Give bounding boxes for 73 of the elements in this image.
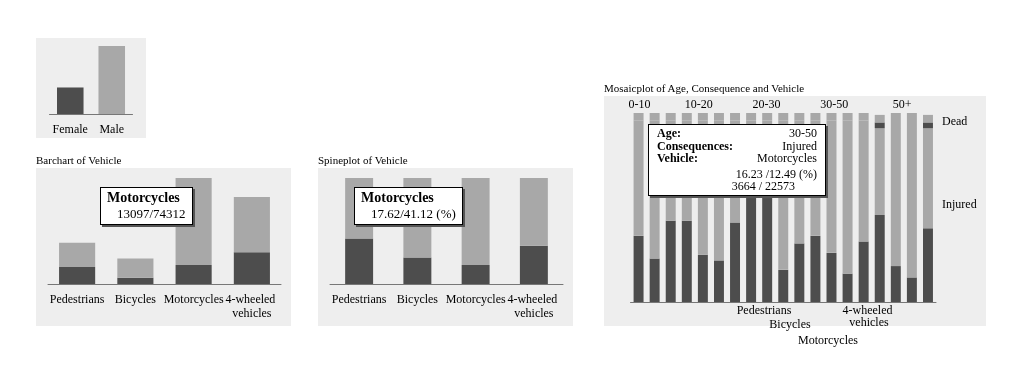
- annotation: Motorcycles: [107, 190, 181, 206]
- annotation: Injured: [782, 138, 817, 153]
- x-tick-label: Female: [52, 122, 88, 136]
- bar: [117, 258, 154, 278]
- annotation: 3664 / 22573: [730, 179, 796, 193]
- x-tick-label: Male: [99, 122, 125, 136]
- bar: [713, 260, 724, 302]
- bar: [519, 245, 548, 284]
- bar: [890, 266, 901, 302]
- bar: [345, 238, 374, 284]
- tooltip-box: Motorcycles 13097/74312: [100, 187, 193, 225]
- chart-title: Barchart of Vehicle: [36, 154, 122, 166]
- text: Motorcycles: [798, 333, 859, 347]
- text: 0-10: [628, 97, 651, 111]
- bar: [233, 252, 270, 284]
- bar: [746, 198, 757, 302]
- text: 30-50: [820, 97, 849, 111]
- bar: [519, 178, 548, 246]
- bar: [697, 254, 708, 302]
- bar: [59, 242, 96, 268]
- text: 10-20: [684, 97, 713, 111]
- bar: [59, 267, 96, 284]
- text: 50+: [892, 97, 912, 111]
- annotation: Vehicle:: [657, 151, 698, 165]
- bar: [778, 269, 789, 302]
- bar: [175, 264, 212, 284]
- annotation: 13097/74312: [116, 206, 186, 222]
- annotation: 30-50: [789, 126, 817, 140]
- x-tick-label: Pedestrians: [49, 292, 105, 306]
- bar: [649, 258, 660, 302]
- text: Injured: [942, 197, 977, 212]
- bar: [874, 114, 885, 123]
- bar: [633, 235, 644, 302]
- text: 20-30: [752, 97, 781, 111]
- x-tick-label: Bicycles: [114, 292, 157, 306]
- bar: [874, 215, 885, 302]
- bar: [461, 264, 490, 284]
- annotation: 16.23 /12.49 (%): [734, 166, 817, 181]
- chart-title: Spineplot of Vehicle: [318, 154, 408, 166]
- bar: [730, 222, 741, 302]
- bar: [117, 277, 154, 284]
- tooltip-box: Motorcycles 17.62/41.12 (%): [354, 187, 463, 225]
- text: Dead: [942, 114, 968, 128]
- annotation: Motorcycles: [757, 151, 817, 165]
- bar: [233, 197, 270, 253]
- bar: [906, 277, 917, 302]
- annotation: Motorcycles: [361, 190, 435, 206]
- bar: [874, 128, 885, 216]
- bar: [842, 273, 853, 302]
- bar: [762, 198, 773, 302]
- bar: [922, 114, 933, 123]
- bar: [922, 122, 933, 129]
- x-tick-label: Bicycles: [396, 292, 439, 306]
- bar: [922, 228, 933, 302]
- bar: [858, 241, 869, 302]
- text: Bicycles: [769, 317, 811, 331]
- bar: [826, 252, 837, 302]
- annotation: Age:: [657, 126, 681, 140]
- bar: [922, 128, 933, 229]
- chart-title: Mosaicplot of Age, Consequence and Vehicle: [604, 82, 805, 94]
- bar: [403, 257, 432, 284]
- x-tick-label: 4-wheeled vehicles: [507, 292, 561, 320]
- bar: [794, 243, 805, 302]
- x-tick-label: 4-wheeled vehicles: [225, 292, 279, 320]
- x-tick-label: Motorcycles: [445, 292, 506, 306]
- bar: [681, 220, 692, 302]
- annotation: 17.62/41.12 (%): [370, 206, 456, 222]
- bar: [874, 122, 885, 129]
- bar: [665, 220, 676, 302]
- bar: [461, 178, 490, 265]
- x-tick-label: Motorcycles: [163, 292, 224, 306]
- bar: [810, 235, 821, 302]
- x-tick-label: Pedestrians: [331, 292, 387, 306]
